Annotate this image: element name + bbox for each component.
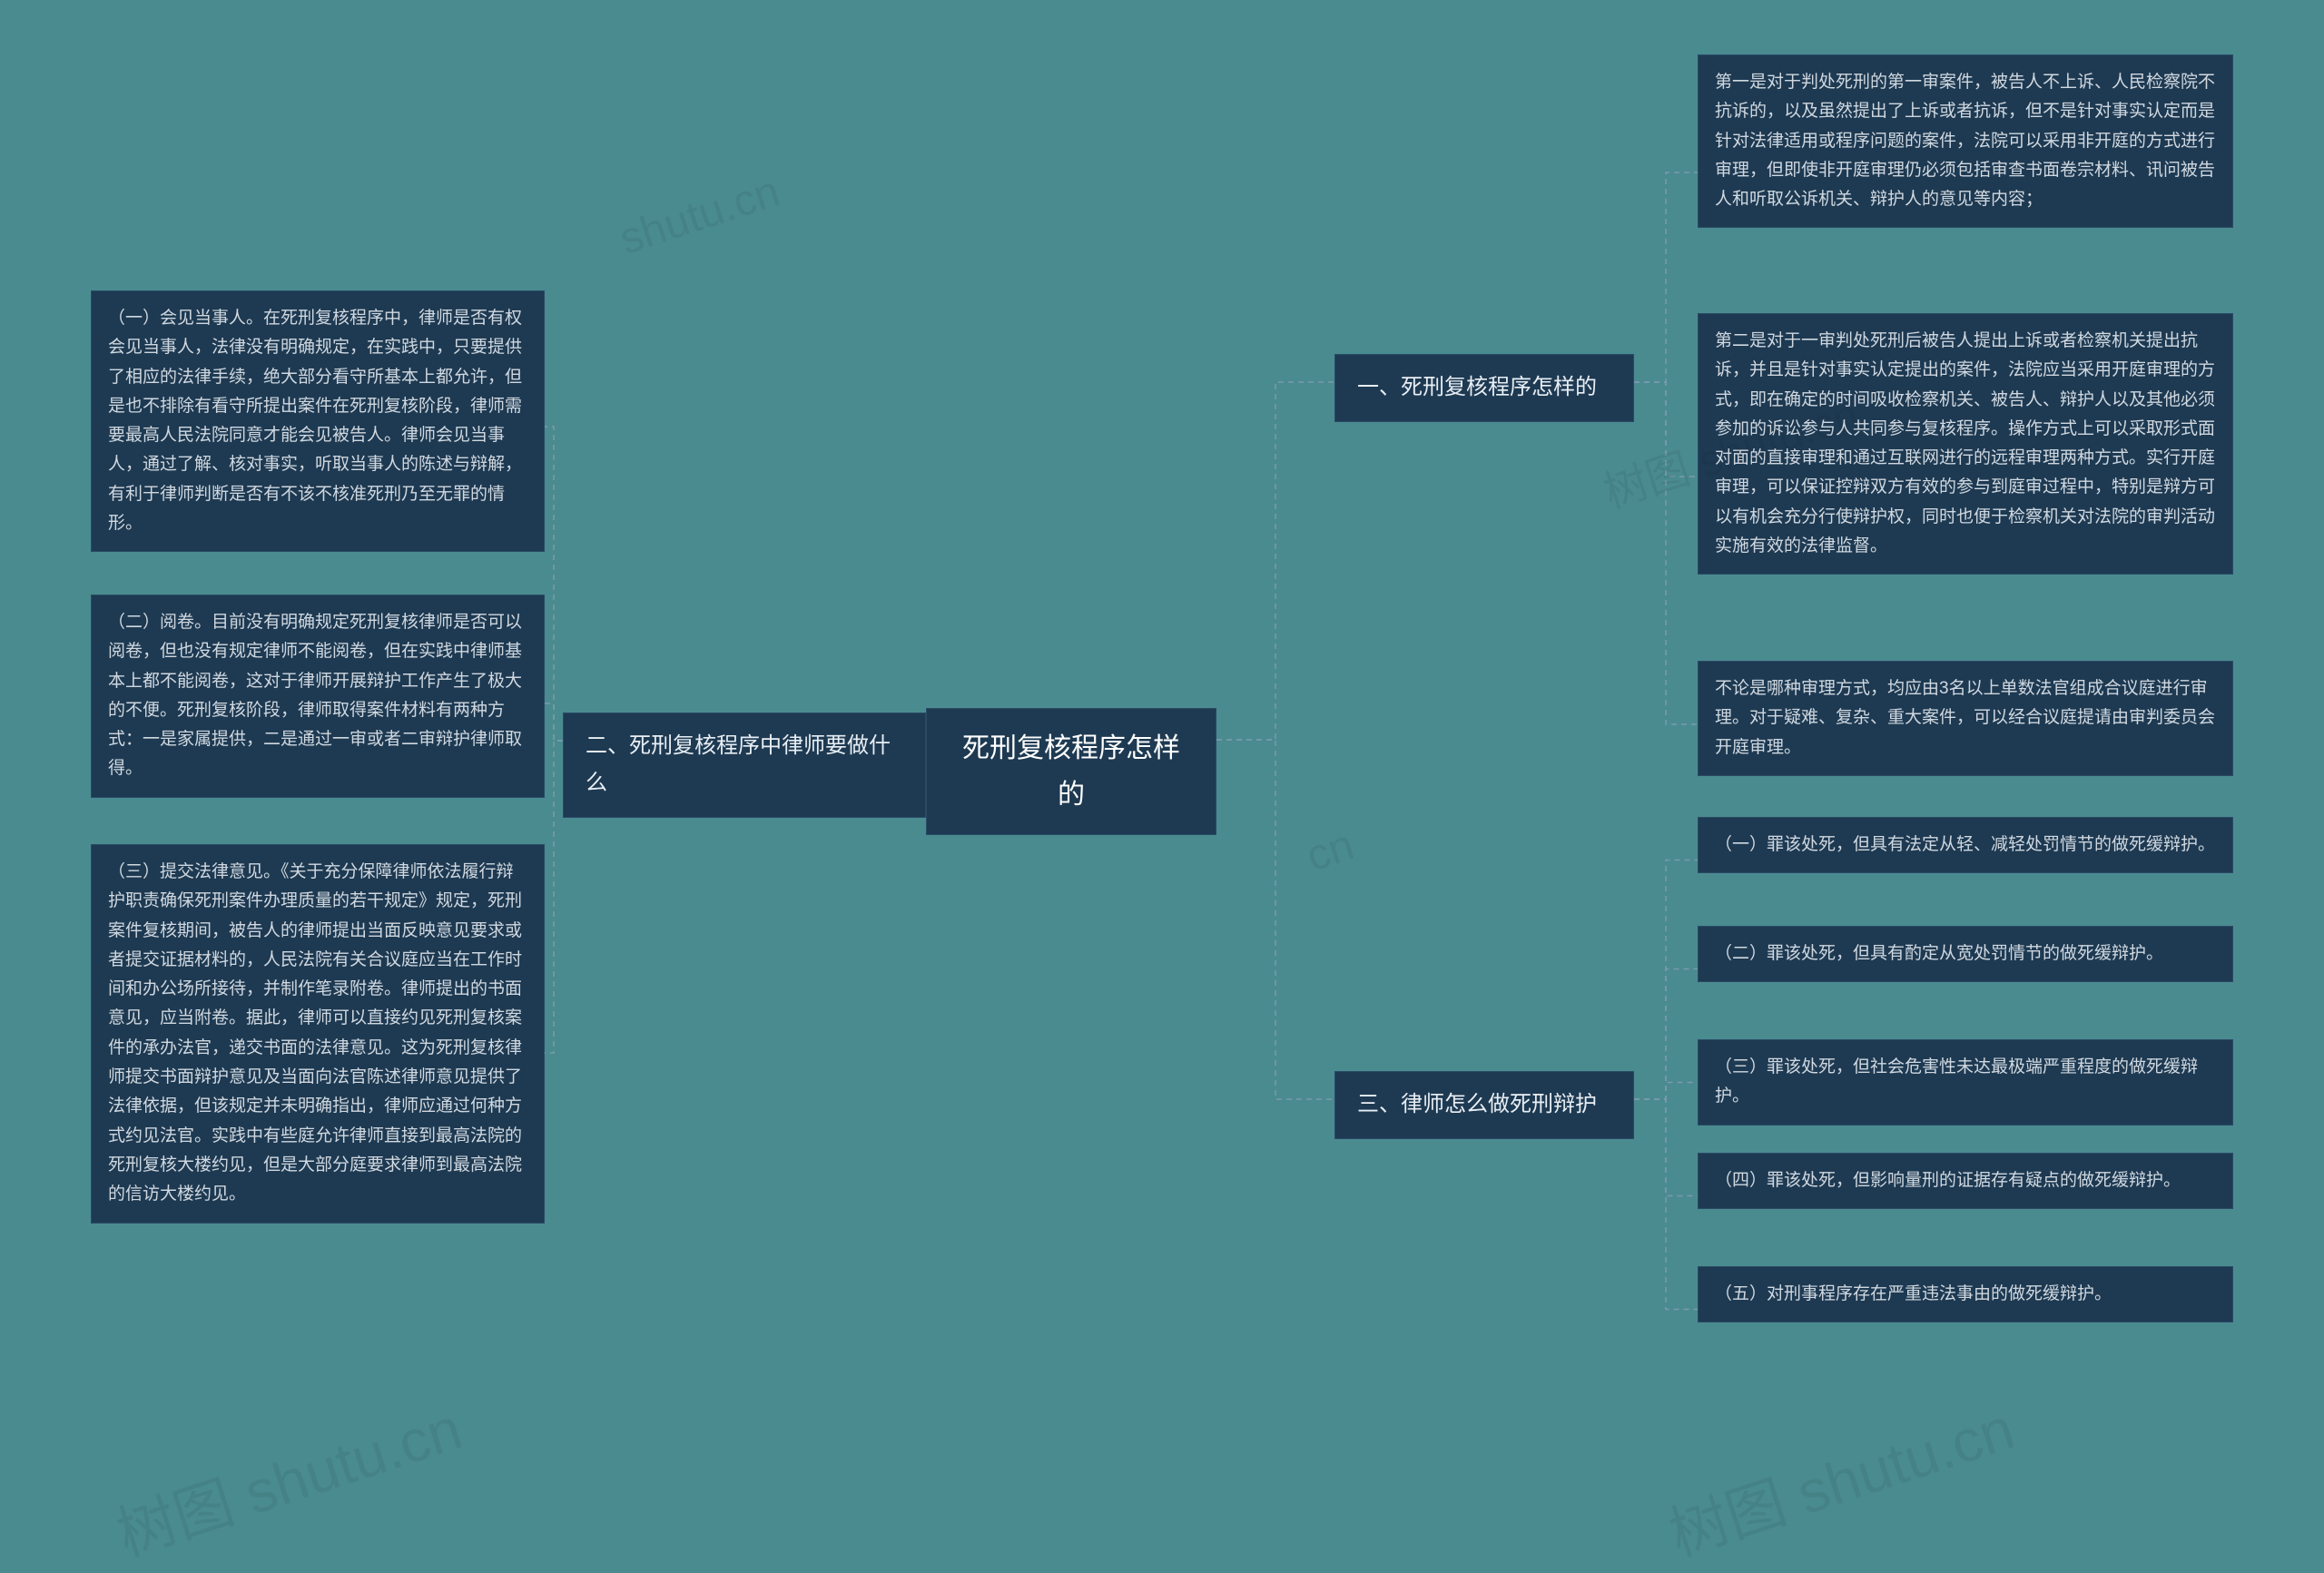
watermark: shutu.cn [614,166,786,264]
watermark: 树图 shutu.cn [104,1381,471,1572]
watermark: 树图 shutu.cn [1657,1381,2024,1572]
mindmap-leaf: 第二是对于一审判处死刑后被告人提出上诉或者检察机关提出抗诉，并且是针对事实认定提… [1698,313,2233,575]
mindmap-branch: 二、死刑复核程序中律师要做什么 [563,713,926,818]
mindmap-leaf: （三）提交法律意见。《关于充分保障律师依法履行辩护职责确保死刑案件办理质量的若干… [91,844,545,1224]
mindmap-leaf: （二）罪该处死，但具有酌定从宽处罚情节的做死缓辩护。 [1698,926,2233,982]
mindmap-leaf: （二）阅卷。目前没有明确规定死刑复核律师是否可以阅卷，但也没有规定律师不能阅卷，… [91,595,545,798]
mindmap-leaf: （一）会见当事人。在死刑复核程序中，律师是否有权会见当事人，法律没有明确规定，在… [91,290,545,552]
mindmap-leaf: （五）对刑事程序存在严重违法事由的做死缓辩护。 [1698,1266,2233,1322]
mindmap-leaf: （一）罪该处死，但具有法定从轻、减轻处罚情节的做死缓辩护。 [1698,817,2233,873]
mindmap-leaf: （三）罪该处死，但社会危害性未达最极端严重程度的做死缓辩护。 [1698,1039,2233,1126]
mindmap-branch: 一、死刑复核程序怎样的 [1334,354,1634,422]
mindmap-branch: 三、律师怎么做死刑辩护 [1334,1071,1634,1139]
mindmap-root: 死刑复核程序怎样的 [926,708,1216,835]
mindmap-leaf: 不论是哪种审理方式，均应由3名以上单数法官组成合议庭进行审理。对于疑难、复杂、重… [1698,661,2233,776]
watermark: cn [1301,821,1360,882]
mindmap-leaf: （四）罪该处死，但影响量刑的证据存有疑点的做死缓辩护。 [1698,1153,2233,1209]
mindmap-leaf: 第一是对于判处死刑的第一审案件，被告人不上诉、人民检察院不抗诉的，以及虽然提出了… [1698,54,2233,228]
